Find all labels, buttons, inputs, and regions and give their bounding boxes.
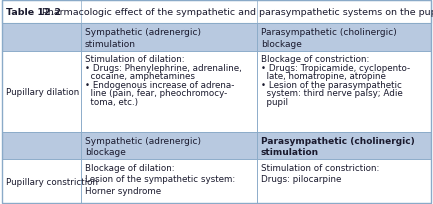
Text: cocaine, amphetamines: cocaine, amphetamines: [85, 72, 195, 81]
Text: Table 12.2: Table 12.2: [6, 8, 61, 17]
Bar: [81, 160, 257, 203]
Text: • Lesion of the parasympathetic: • Lesion of the parasympathetic: [261, 81, 401, 90]
Bar: [2, 132, 81, 160]
Text: system: third nerve palsy; Adie: system: third nerve palsy; Adie: [261, 89, 402, 98]
Text: Pupillary dilation: Pupillary dilation: [6, 88, 79, 96]
Text: • Drugs: Tropicamide, cyclopento-: • Drugs: Tropicamide, cyclopento-: [261, 64, 410, 73]
Bar: [257, 160, 431, 203]
Bar: [257, 24, 431, 52]
Text: Blockage of constriction:: Blockage of constriction:: [261, 55, 369, 64]
Text: Parasympathetic (cholinergic)
blockage: Parasympathetic (cholinergic) blockage: [261, 28, 397, 48]
Text: Sympathetic (adrenergic)
blockage: Sympathetic (adrenergic) blockage: [85, 136, 201, 156]
Text: Stimulation of dilation:: Stimulation of dilation:: [85, 55, 184, 64]
Bar: [2, 160, 81, 203]
Bar: [257, 52, 431, 132]
Text: toma, etc.): toma, etc.): [85, 98, 138, 106]
Text: Blockage of dilation:
Lesion of the sympathetic system:
Horner syndrome: Blockage of dilation: Lesion of the symp…: [85, 163, 235, 195]
Bar: [81, 24, 257, 52]
Text: Parasympathetic (cholinergic)
stimulation: Parasympathetic (cholinergic) stimulatio…: [261, 136, 414, 156]
Bar: [2, 1, 431, 24]
Bar: [81, 132, 257, 160]
Bar: [2, 52, 81, 132]
Text: Sympathetic (adrenergic)
stimulation: Sympathetic (adrenergic) stimulation: [85, 28, 201, 48]
Text: line (pain, fear, pheochromocy-: line (pain, fear, pheochromocy-: [85, 89, 227, 98]
Bar: [81, 52, 257, 132]
Bar: [257, 132, 431, 160]
Text: Pharmacologic effect of the sympathetic and parasympathetic systems on the pupil: Pharmacologic effect of the sympathetic …: [39, 8, 433, 17]
Text: • Endogenous increase of adrena-: • Endogenous increase of adrena-: [85, 81, 234, 90]
Text: Stimulation of constriction:
Drugs: pilocarpine: Stimulation of constriction: Drugs: pilo…: [261, 163, 379, 184]
Text: late, homatropine, atropine: late, homatropine, atropine: [261, 72, 385, 81]
Text: pupil: pupil: [261, 98, 288, 106]
Text: Pupillary constriction: Pupillary constriction: [6, 177, 97, 186]
Text: • Drugs: Phenylephrine, adrenaline,: • Drugs: Phenylephrine, adrenaline,: [85, 64, 242, 73]
Bar: [2, 24, 81, 52]
